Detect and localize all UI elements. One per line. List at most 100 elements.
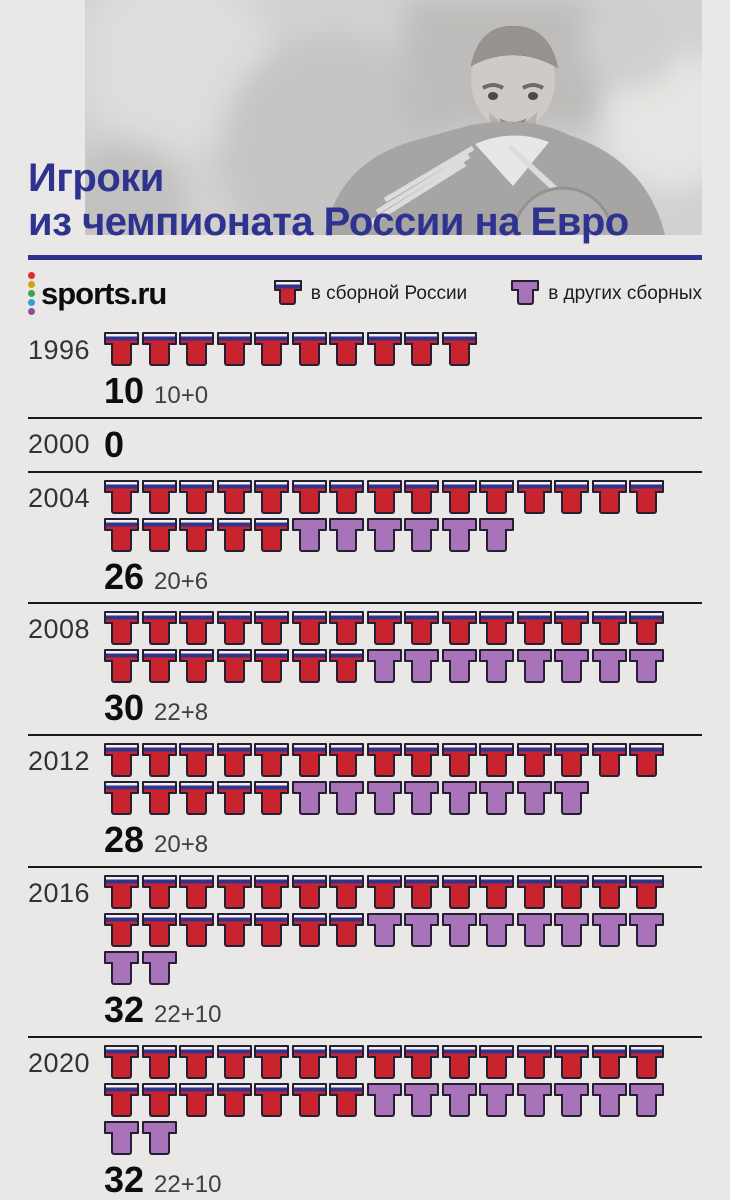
tshirt-torso: [111, 885, 132, 909]
tshirt-torso: [186, 343, 207, 366]
tshirt-torso: [186, 1055, 207, 1079]
shirt-icon-russia: [329, 332, 364, 366]
shirt-icon-russia: [254, 743, 289, 778]
tshirt-torso: [523, 660, 545, 684]
tshirt-torso: [148, 343, 170, 366]
tshirt-icon-others: [511, 280, 540, 307]
shirt-icon-russia: [104, 649, 139, 684]
tshirt-torso: [561, 754, 582, 778]
tshirt-torso: [561, 1055, 582, 1079]
tshirt-torso: [373, 622, 395, 646]
tshirt-torso: [223, 490, 245, 514]
shirt-icon-russia: [216, 517, 252, 552]
page-title: Игроки из чемпионата России на Евро: [28, 156, 629, 244]
shirt-icon-others: [441, 649, 477, 684]
year-rows: 1996 10 10+0 2000 0 2004 26 20+6 2008 30 22+8 2012 2…: [28, 325, 702, 1200]
tshirt-torso: [448, 528, 470, 552]
shirt-icon-russia: [366, 611, 402, 646]
tshirt-torso: [561, 885, 582, 909]
tshirt-torso: [298, 923, 320, 947]
shirt-icon-russia: [179, 874, 214, 909]
tshirt-torso: [223, 622, 245, 646]
logo-dot: [28, 299, 35, 306]
tshirt-torso: [448, 1055, 470, 1079]
shirt-icon-others: [366, 1082, 402, 1117]
shirt-icon-russia: [216, 1082, 252, 1117]
year-section: 2008 30 22+8: [28, 604, 702, 737]
tshirt-torso: [486, 923, 507, 947]
shirt-icon-russia: [441, 1044, 477, 1079]
tshirt-torso: [448, 490, 470, 514]
tshirt-torso: [336, 343, 357, 366]
tshirt-torso: [523, 490, 545, 514]
tshirt-torso: [336, 622, 357, 646]
tshirt-torso: [186, 885, 207, 909]
tshirt-torso: [636, 660, 657, 684]
total-value: 26: [104, 555, 145, 597]
shirt-icon-russia: [329, 874, 364, 909]
tshirt-torso: [148, 528, 170, 552]
shirt-icon-russia: [179, 479, 214, 514]
shirt-icon-russia: [216, 912, 252, 947]
shirt-icon-russia: [629, 479, 664, 514]
shirt-icon-russia: [216, 479, 252, 514]
legend: в сборной России в других сборных: [273, 280, 702, 307]
shirt-icon-others: [104, 950, 139, 985]
shirt-icon-russia: [254, 1044, 289, 1079]
tshirt-torso: [373, 754, 395, 778]
shirt-icon-russia: [216, 649, 252, 684]
shirt-grid: [104, 743, 666, 816]
shirt-icon-russia: [329, 1044, 364, 1079]
shirt-grid: [104, 479, 666, 552]
shirt-icon-others: [366, 912, 402, 947]
tshirt-torso: [111, 343, 132, 366]
shirt-icon-russia: [441, 479, 477, 514]
tshirt-torso: [111, 923, 132, 947]
shirt-icon-russia: [291, 649, 327, 684]
tshirt-torso: [223, 1093, 245, 1117]
shirt-icon-russia: [329, 479, 364, 514]
tshirt-torso: [336, 490, 357, 514]
shirt-icon-russia: [291, 912, 327, 947]
tshirt-torso: [148, 1131, 170, 1155]
tshirt-torso: [223, 792, 245, 816]
shirt-icon-russia: [141, 912, 177, 947]
year-section: 1996 10 10+0: [28, 325, 702, 419]
shirt-icon-russia: [629, 611, 664, 646]
brand-row: sports.ru в сборной России в других сбор…: [28, 272, 702, 315]
shirt-icon-russia: [404, 1044, 439, 1079]
shirt-icon-russia: [291, 611, 327, 646]
tshirt-icon-russia: [273, 280, 302, 307]
tshirt-torso: [148, 961, 170, 985]
tshirt-torso: [561, 490, 582, 514]
tshirt-torso: [298, 343, 320, 366]
tshirt-torso: [598, 490, 620, 514]
shirt-icon-others: [141, 1120, 177, 1155]
tshirt-torso: [111, 1093, 132, 1117]
year-section: 2020 32 22+10: [28, 1038, 702, 1200]
tshirt-torso: [186, 660, 207, 684]
shirt-icon-russia: [629, 1044, 664, 1079]
shirt-icon-others: [516, 781, 552, 816]
year-section: 2000 0: [28, 419, 702, 473]
tshirt-torso: [636, 1093, 657, 1117]
tshirt-torso: [223, 923, 245, 947]
shirt-icon-russia: [329, 912, 364, 947]
shirt-icon-russia: [404, 743, 439, 778]
shirt-icon-others: [479, 1082, 514, 1117]
tshirt-torso: [298, 792, 320, 816]
shirt-icon-russia: [366, 874, 402, 909]
sports-ru-logo[interactable]: sports.ru: [28, 272, 167, 315]
shirt-icon-russia: [141, 332, 177, 366]
shirt-icon-others: [554, 1082, 589, 1117]
tshirt-torso: [448, 660, 470, 684]
total-breakdown: 22+10: [154, 1170, 222, 1198]
totals: 10 10+0: [104, 372, 702, 410]
tshirt-torso: [448, 754, 470, 778]
shirt-icon-russia: [216, 874, 252, 909]
tshirt-torso: [411, 622, 432, 646]
shirt-icon-russia: [366, 479, 402, 514]
legend-label-others: в других сборных: [548, 282, 702, 304]
tshirt-torso: [486, 622, 507, 646]
